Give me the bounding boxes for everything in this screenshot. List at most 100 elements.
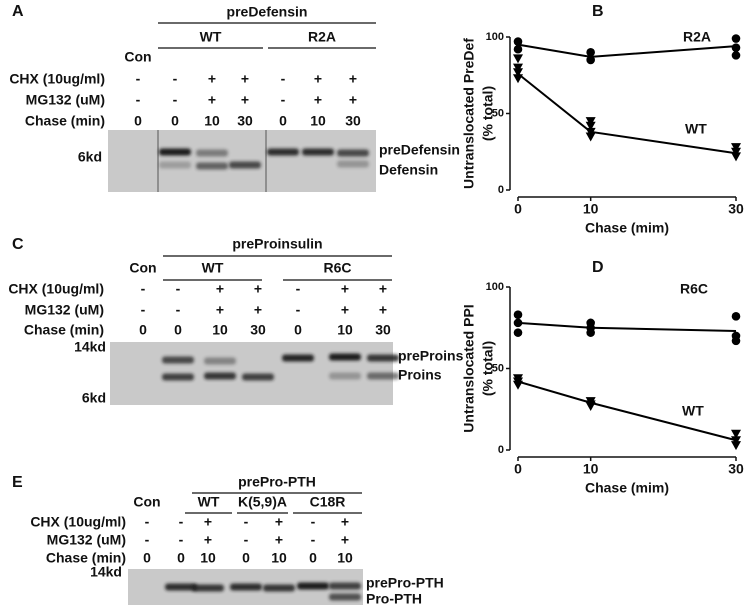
size-marker: 6kd — [78, 149, 102, 165]
condition-mark: + — [314, 71, 322, 87]
gel-title: prePro-PTH — [238, 474, 316, 490]
y-tick-label: 50 — [492, 362, 504, 374]
fit-line — [517, 321, 737, 333]
gel-band — [162, 373, 194, 381]
gel-band — [267, 148, 299, 156]
gel-band — [159, 148, 191, 156]
condition-mark: + — [208, 92, 216, 108]
condition-mark: 10 — [337, 322, 353, 338]
gel-band — [282, 354, 314, 362]
condition-mark: - — [173, 92, 178, 108]
x-axis-label: Chase (mim) — [585, 480, 669, 496]
condition-mark: - — [244, 532, 249, 548]
series-label: WT — [682, 403, 704, 419]
group-label: WT — [200, 29, 222, 45]
condition-mark: 10 — [204, 113, 220, 129]
y-tick-label: 0 — [498, 184, 504, 196]
condition-label: MG132 (uM) — [47, 532, 126, 548]
data-point — [731, 34, 741, 43]
x-tick-label: 10 — [583, 201, 599, 217]
data-point — [731, 152, 741, 162]
condition-mark: - — [176, 302, 181, 318]
data-point — [731, 147, 741, 157]
data-point — [513, 37, 523, 46]
data-point — [585, 121, 596, 131]
y-tick-label: 50 — [492, 107, 504, 119]
condition-mark: - — [311, 514, 316, 530]
y-axis-label: Untranslocated PreDef — [461, 38, 477, 189]
condition-mark: + — [275, 514, 283, 530]
condition-mark: + — [204, 532, 212, 548]
group-label: K(5,9)A — [238, 494, 287, 510]
data-point — [731, 429, 741, 439]
condition-mark: 30 — [345, 113, 361, 129]
condition-mark: + — [341, 281, 349, 297]
condition-label: MG132 (uM) — [25, 302, 104, 318]
condition-mark: + — [341, 514, 349, 530]
y-tick-label: 100 — [486, 31, 504, 43]
gel-band — [329, 593, 361, 601]
gel-band — [204, 372, 236, 380]
condition-mark: - — [141, 302, 146, 318]
condition-mark: - — [141, 281, 146, 297]
condition-mark: + — [379, 302, 387, 318]
condition-mark: 0 — [294, 322, 302, 338]
condition-mark: 0 — [143, 550, 151, 566]
condition-mark: + — [349, 71, 357, 87]
gel-band — [165, 583, 197, 591]
condition-mark: - — [136, 71, 141, 87]
band-label: preProins — [398, 348, 464, 364]
condition-label: CHX (10ug/ml) — [9, 71, 105, 87]
y-axis-label: Untranslocated PPI — [461, 304, 477, 432]
gel-band — [162, 356, 194, 364]
data-point — [586, 328, 595, 337]
gel-band — [229, 161, 261, 169]
condition-mark: 0 — [177, 550, 185, 566]
condition-mark: + — [216, 281, 224, 297]
band-label: preDefensin — [379, 142, 460, 158]
data-point — [513, 74, 523, 84]
data-point — [585, 132, 596, 142]
gel-band — [192, 584, 224, 592]
group-label: WT — [198, 494, 220, 510]
band-label: Proins — [398, 367, 442, 383]
data-point — [731, 312, 741, 321]
condition-mark: - — [244, 514, 249, 530]
gel-band — [204, 357, 236, 365]
condition-mark: + — [254, 281, 262, 297]
x-tick-label: 0 — [514, 461, 522, 477]
data-point — [513, 54, 523, 64]
condition-label: Chase (min) — [24, 322, 104, 338]
fit-line — [517, 72, 737, 155]
panel-letter: B — [592, 3, 604, 20]
gel-band — [230, 583, 262, 591]
condition-mark: - — [145, 514, 150, 530]
gel-band — [329, 582, 361, 590]
y-tick-label: 0 — [498, 444, 504, 456]
condition-mark: 0 — [174, 322, 182, 338]
panel-letter: A — [12, 3, 24, 20]
data-point — [585, 117, 596, 127]
data-point — [585, 127, 596, 137]
x-tick-label: 10 — [583, 461, 599, 477]
band-label: Pro-PTH — [366, 591, 422, 605]
condition-mark: + — [379, 281, 387, 297]
condition-mark: 0 — [279, 113, 287, 129]
condition-mark: + — [275, 532, 283, 548]
control-label: Con — [124, 49, 151, 65]
gel-band — [337, 160, 369, 168]
condition-label: MG132 (uM) — [26, 92, 105, 108]
data-point — [513, 310, 523, 320]
panel-letter: E — [12, 474, 23, 491]
series-label: R2A — [683, 29, 711, 45]
condition-mark: 0 — [139, 322, 147, 338]
condition-mark: 10 — [337, 550, 353, 566]
data-point — [513, 44, 523, 54]
data-point — [513, 380, 523, 390]
size-marker: 14kd — [74, 339, 106, 355]
data-point — [731, 143, 741, 153]
condition-label: Chase (min) — [46, 550, 126, 566]
condition-mark: - — [296, 302, 301, 318]
condition-mark: - — [179, 532, 184, 548]
